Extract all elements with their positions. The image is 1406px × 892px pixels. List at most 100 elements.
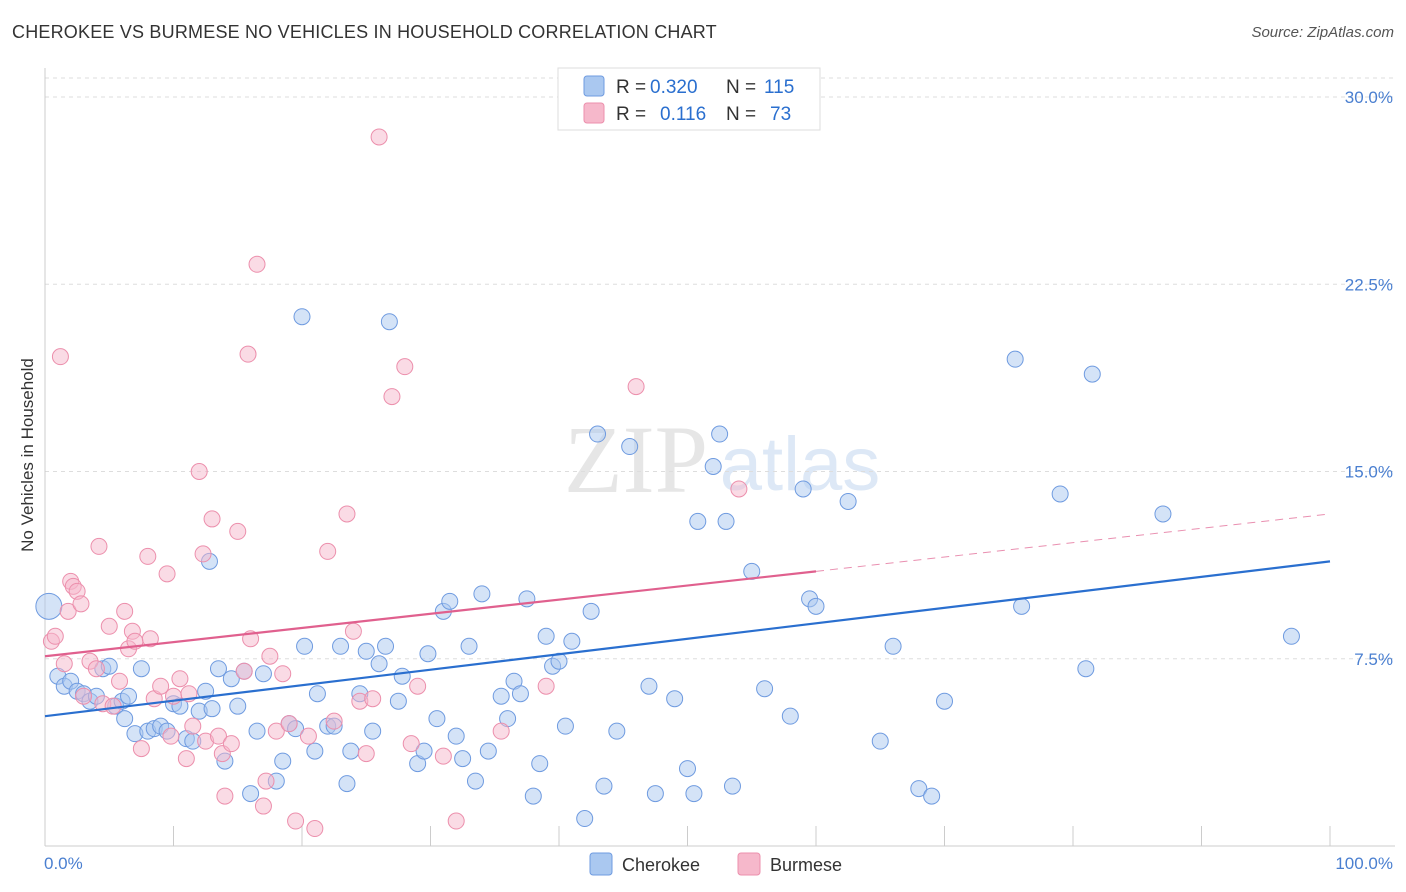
- cherokee-point-75: [531, 755, 549, 773]
- cherokee-point-108: [936, 692, 953, 710]
- burmese-point-17: [116, 602, 134, 620]
- cherokee-point-46: [332, 637, 350, 655]
- cherokee-point-100: [794, 480, 812, 498]
- bottom-legend-swatch-burmese: [737, 852, 761, 876]
- cherokee-point-60: [428, 710, 446, 728]
- legend-r-label-1: R =: [616, 77, 646, 98]
- bottom-legend-swatch-cherokee: [589, 852, 613, 876]
- y-tick-label-2: 22.5%: [1345, 275, 1393, 294]
- burmese-point-57: [338, 505, 356, 523]
- cherokee-point-88: [646, 785, 664, 803]
- cherokee-point-31: [229, 697, 247, 715]
- cherokee-point-59: [419, 645, 437, 663]
- cherokee-point-30: [222, 670, 240, 688]
- cherokee-point-115: [1282, 627, 1300, 645]
- y-tick-label-3: 30.0%: [1345, 88, 1393, 107]
- grid: [45, 77, 1395, 660]
- cherokee-point-50: [357, 642, 375, 660]
- burmese-point-8: [72, 595, 90, 613]
- cherokee-point-58: [415, 742, 433, 760]
- cherokee-point-91: [685, 785, 703, 803]
- cherokee-point-33: [242, 785, 260, 803]
- cherokee-point-87: [640, 677, 658, 695]
- burmese-point-25: [152, 677, 170, 695]
- burmese-point-67: [434, 747, 452, 765]
- cherokee-point-34: [248, 722, 266, 740]
- burmese-point-41: [229, 522, 247, 540]
- cherokee-point-53: [377, 637, 395, 655]
- burmese-point-52: [287, 812, 305, 830]
- legend-swatch-cherokee: [583, 75, 605, 97]
- burmese-point-56: [325, 712, 343, 730]
- cherokee-trend-line: [44, 560, 1331, 718]
- legend-swatch-burmese: [583, 102, 605, 124]
- cherokee-point-28: [209, 660, 227, 678]
- cherokee-point-79: [556, 717, 574, 735]
- chart-title: CHEROKEE VS BURMESE NO VEHICLES IN HOUSE…: [12, 22, 717, 42]
- cherokee-point-67: [473, 585, 491, 603]
- cherokee-point-37: [274, 752, 292, 770]
- burmese-points: [42, 128, 748, 838]
- burmese-point-65: [402, 735, 420, 753]
- cherokee-point-15: [132, 660, 150, 678]
- cherokee-point-95: [717, 512, 735, 530]
- burmese-point-14: [100, 617, 118, 635]
- cherokee-point-41: [296, 637, 314, 655]
- cherokee-point-86: [621, 438, 639, 456]
- cherokee-point-110: [1013, 597, 1031, 615]
- cherokee-point-47: [338, 775, 356, 793]
- x-tick-label-0: 0.0%: [44, 854, 83, 873]
- cherokee-point-40: [293, 308, 311, 326]
- cherokee-point-90: [679, 760, 696, 778]
- burmese-point-23: [141, 630, 159, 648]
- cherokee-point-109: [1006, 350, 1024, 368]
- cherokee-point-27: [203, 700, 221, 718]
- cherokee-point-84: [595, 777, 613, 795]
- cherokee-point-93: [704, 458, 722, 476]
- burmese-point-1: [46, 627, 64, 645]
- legend-box: R = 0.320 N = 115 R = 0.116 N = 73: [557, 67, 821, 131]
- legend-n-value-2: 73: [770, 104, 791, 125]
- burmese-point-9: [75, 687, 93, 705]
- cherokee-point-99: [781, 707, 799, 725]
- cherokee-point-85: [608, 722, 626, 740]
- cherokee-point-104: [871, 732, 889, 750]
- cherokee-point-81: [576, 810, 594, 828]
- cherokee-point-35: [254, 665, 272, 683]
- cherokee-point-55: [389, 692, 407, 710]
- burmese-point-37: [209, 727, 227, 745]
- legend-r-value-2: 0.116: [660, 104, 706, 125]
- burmese-point-70: [537, 677, 555, 695]
- burmese-point-49: [267, 722, 285, 740]
- cherokee-point-80: [563, 632, 581, 650]
- burmese-point-12: [90, 537, 108, 555]
- burmese-trend-extension: [815, 513, 1331, 572]
- cherokee-point-111: [1051, 485, 1069, 503]
- legend-n-label-2: N =: [726, 104, 756, 125]
- cherokee-point-114: [1154, 505, 1172, 523]
- burmese-point-22: [139, 547, 157, 565]
- cherokee-point-74: [524, 787, 542, 805]
- burmese-point-60: [357, 745, 375, 763]
- y-tick-label-0: 7.5%: [1354, 650, 1393, 669]
- cherokee-point-72: [511, 685, 529, 703]
- burmese-point-63: [383, 388, 401, 406]
- watermark: ZIP atlas: [564, 406, 880, 513]
- cherokee-point-89: [666, 690, 684, 708]
- cherokee-point-65: [460, 637, 478, 655]
- burmese-trend-line: [44, 570, 817, 658]
- cherokee-point-48: [342, 742, 360, 760]
- legend-r-label-2: R =: [616, 104, 646, 125]
- legend-n-value-1: 115: [764, 77, 794, 98]
- burmese-point-64: [396, 358, 414, 376]
- burmese-point-15: [104, 697, 122, 715]
- trend-lines: [44, 513, 1331, 718]
- burmese-point-11: [87, 660, 105, 678]
- cherokee-point-42: [306, 742, 324, 760]
- cherokee-point-12: [116, 710, 134, 728]
- burmese-point-40: [222, 735, 240, 753]
- burmese-point-47: [257, 772, 275, 790]
- cherokee-point-63: [447, 727, 465, 745]
- burmese-point-36: [203, 510, 221, 528]
- cherokee-point-103: [839, 492, 857, 510]
